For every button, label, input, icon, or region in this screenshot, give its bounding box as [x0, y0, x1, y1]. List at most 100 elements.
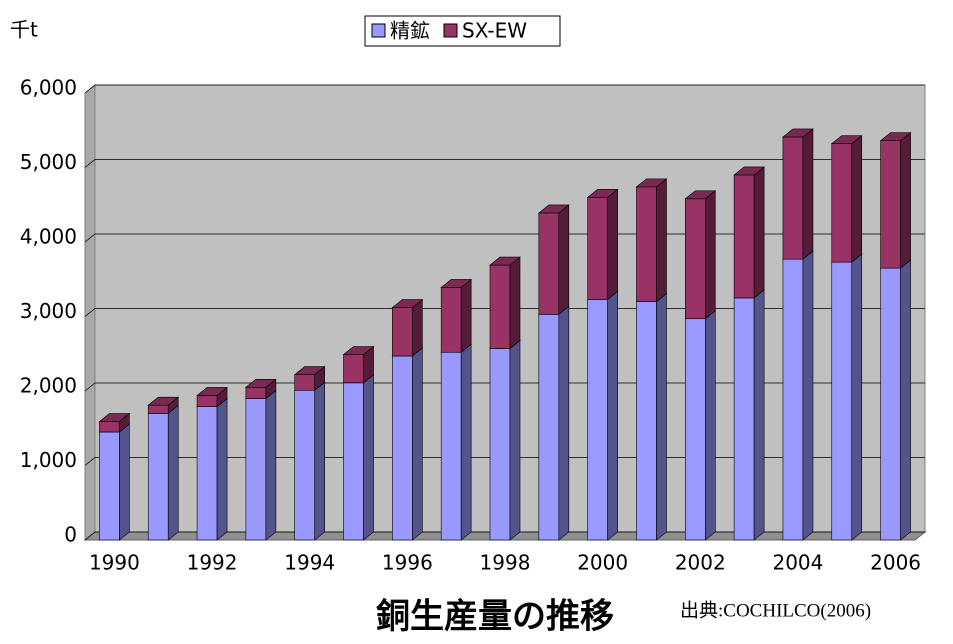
bar [147, 404, 180, 541]
bar-side [460, 343, 472, 541]
bar-top [635, 178, 668, 188]
bar-side [704, 190, 716, 320]
legend-label: SX-EW [462, 19, 527, 43]
bar-front [587, 299, 608, 541]
bar [342, 345, 375, 384]
bar-front [880, 140, 901, 269]
y-tick-label: 0 [64, 523, 77, 547]
y-axis-label: 千t [10, 18, 38, 42]
bar-front [880, 267, 901, 541]
bar-front [782, 258, 804, 541]
bar-front [489, 264, 511, 349]
bar-side [558, 204, 570, 315]
bar-side [656, 292, 667, 541]
bar-front [440, 351, 462, 541]
bar [830, 135, 863, 263]
x-tick-label: 1992 [187, 551, 238, 575]
bar-top [489, 256, 521, 266]
bar [684, 310, 717, 541]
bar-front [587, 197, 608, 300]
y-tick-label: 4,000 [20, 225, 77, 249]
bar-front [831, 261, 853, 541]
bar-front [538, 313, 560, 541]
bar-front [733, 297, 755, 541]
bar [537, 305, 570, 541]
bar-top [196, 387, 228, 396]
bar-side [851, 135, 863, 263]
chart-title: 銅生産量の推移 [376, 597, 614, 637]
bar-top [245, 378, 277, 388]
bar-side [558, 305, 570, 541]
bar-top [98, 413, 131, 422]
bar-top [684, 190, 717, 200]
bar [391, 298, 424, 357]
y-tick-label: 2,000 [20, 374, 77, 398]
x-tick-label: 2004 [772, 551, 823, 575]
x-tick-label: 2002 [675, 551, 726, 575]
bar-top [440, 279, 473, 288]
bar [98, 412, 131, 433]
bar [98, 423, 131, 541]
y-tick-label: 6,000 [20, 76, 77, 100]
bar-front [392, 307, 413, 357]
y-tick-label: 1,000 [20, 448, 77, 472]
bar [635, 178, 668, 303]
bar [586, 188, 619, 300]
bar-top [391, 299, 424, 308]
bar-top [879, 132, 912, 141]
bar-front [733, 174, 755, 299]
bar-front [538, 212, 560, 315]
bar [782, 128, 814, 260]
bar [489, 256, 521, 350]
bar-front [636, 301, 657, 541]
bar-side [460, 278, 472, 353]
bar-side [802, 250, 814, 541]
bar [391, 347, 424, 541]
bar [196, 386, 228, 408]
legend-swatch [371, 23, 386, 38]
bar [684, 190, 717, 320]
bar-front [636, 186, 657, 302]
bar-front [684, 198, 706, 320]
bar [342, 374, 375, 541]
bar-front [782, 136, 804, 260]
bar-front [147, 404, 169, 414]
bar [147, 396, 180, 414]
bar-front [196, 395, 218, 407]
bar-side [119, 423, 130, 541]
bar-side [656, 178, 667, 303]
bar [489, 339, 521, 541]
x-tick-label: 1994 [284, 551, 335, 575]
bar [196, 398, 228, 541]
bar-top [830, 135, 863, 144]
legend-swatch [443, 23, 458, 38]
bar-front [245, 398, 267, 541]
bar-side [412, 347, 423, 541]
grid-line [84, 84, 925, 94]
x-tick-label: 1990 [89, 551, 140, 575]
bar-side [851, 253, 863, 541]
bar-side [753, 166, 765, 299]
bar-front [684, 318, 706, 541]
bar-front [99, 421, 120, 433]
bar-front [392, 355, 413, 541]
bar-front [343, 354, 364, 384]
bar-side [900, 259, 911, 541]
bar [879, 132, 912, 269]
x-tick-label: 2000 [577, 551, 628, 575]
bar-side [363, 374, 374, 541]
bar-side [900, 132, 911, 269]
bar [440, 278, 473, 353]
bar-top [342, 346, 375, 355]
bar-side [753, 289, 765, 541]
bar-side [216, 398, 228, 541]
bar-front [489, 348, 511, 541]
bar-front [343, 382, 364, 541]
bar [293, 381, 326, 541]
grid-line [84, 159, 925, 168]
bar-front [196, 406, 218, 541]
bar-top [782, 128, 814, 138]
bar-side [607, 290, 618, 541]
bar [879, 259, 912, 541]
